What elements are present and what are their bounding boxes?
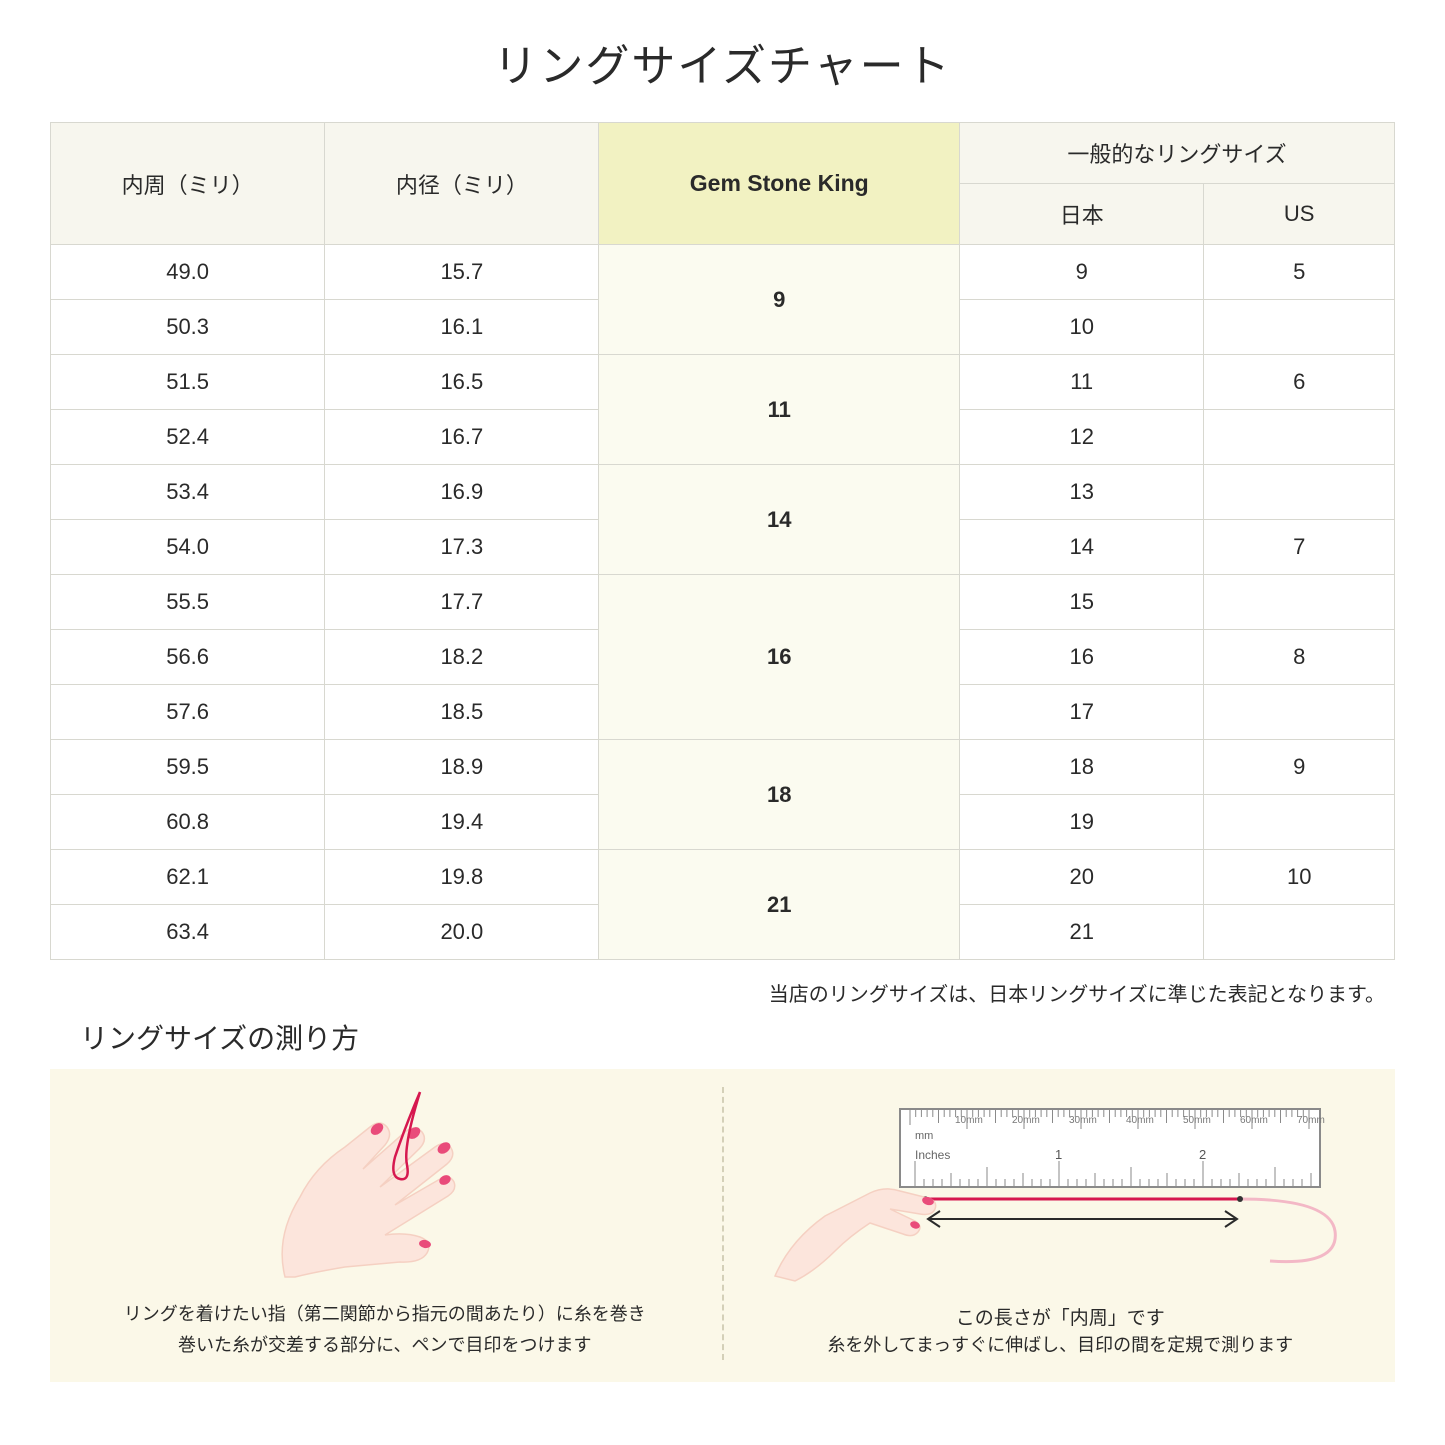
cell-japan: 11 — [960, 355, 1204, 410]
table-row: 62.119.8212010 — [51, 850, 1395, 905]
cell-diameter: 16.1 — [325, 300, 599, 355]
ruler-mm-tick-label: 40mm — [1126, 1115, 1154, 1126]
cell-gsk: 9 — [599, 245, 960, 355]
header-us: US — [1204, 184, 1395, 245]
cell-us: 7 — [1204, 520, 1395, 575]
cell-japan: 14 — [960, 520, 1204, 575]
ruler-inch-tick-label: 2 — [1199, 1147, 1206, 1162]
cell-us — [1204, 795, 1395, 850]
page-title: リングサイズチャート — [50, 30, 1395, 94]
ruler-mm-tick-label: 50mm — [1183, 1115, 1211, 1126]
cell-circumference: 63.4 — [51, 905, 325, 960]
cell-circumference: 56.6 — [51, 630, 325, 685]
cell-us — [1204, 685, 1395, 740]
cell-circumference: 57.6 — [51, 685, 325, 740]
ruler-mm-tick-label: 20mm — [1012, 1115, 1040, 1126]
cell-us — [1204, 905, 1395, 960]
cell-circumference: 60.8 — [51, 795, 325, 850]
cell-japan: 13 — [960, 465, 1204, 520]
cell-us: 8 — [1204, 630, 1395, 685]
ruler-with-hand-icon: mm 10mm 20mm 30mm 40mm 50mm 60mm 70mm Inches 1… — [770, 1101, 1350, 1291]
cell-japan: 17 — [960, 685, 1204, 740]
cell-japan: 20 — [960, 850, 1204, 905]
cell-diameter: 15.7 — [325, 245, 599, 300]
ruler-inch-label: Inches — [915, 1148, 950, 1162]
cell-japan: 21 — [960, 905, 1204, 960]
cell-japan: 10 — [960, 300, 1204, 355]
cell-circumference: 59.5 — [51, 740, 325, 795]
cell-diameter: 16.9 — [325, 465, 599, 520]
cell-diameter: 17.7 — [325, 575, 599, 630]
ruler-mm-label: mm — [915, 1130, 933, 1142]
table-row: 51.516.511116 — [51, 355, 1395, 410]
cell-diameter: 20.0 — [325, 905, 599, 960]
cell-diameter: 16.7 — [325, 410, 599, 465]
ruler-mm-tick-label: 30mm — [1069, 1115, 1097, 1126]
cell-japan: 15 — [960, 575, 1204, 630]
footnote: 当店のリングサイズは、日本リングサイズに準じた表記となります。 — [50, 978, 1385, 1007]
measure-title: リングサイズの測り方 — [80, 1017, 1395, 1057]
header-circumference: 内周（ミリ） — [51, 123, 325, 245]
table-row: 55.517.71615 — [51, 575, 1395, 630]
cell-circumference: 53.4 — [51, 465, 325, 520]
measure-caption-2: 糸を外してまっすぐに伸ばし、目印の間を定規で測ります — [750, 1330, 1372, 1361]
table-row: 59.518.918189 — [51, 740, 1395, 795]
cell-diameter: 18.5 — [325, 685, 599, 740]
ruler-mm-tick-label: 60mm — [1240, 1115, 1268, 1126]
cell-gsk: 16 — [599, 575, 960, 740]
step-divider — [722, 1087, 724, 1360]
cell-circumference: 55.5 — [51, 575, 325, 630]
arrow-label: この長さが「内周」です — [750, 1303, 1372, 1330]
header-diameter: 内径（ミリ） — [325, 123, 599, 245]
cell-japan: 19 — [960, 795, 1204, 850]
cell-us — [1204, 575, 1395, 630]
cell-circumference: 49.0 — [51, 245, 325, 300]
cell-us: 5 — [1204, 245, 1395, 300]
header-general: 一般的なリングサイズ — [960, 123, 1395, 184]
cell-diameter: 16.5 — [325, 355, 599, 410]
hand-with-thread-icon — [205, 1087, 565, 1287]
measure-caption-1: リングを着けたい指（第二関節から指元の間あたり）に糸を巻き巻いた糸が交差する部分… — [74, 1299, 696, 1360]
cell-japan: 18 — [960, 740, 1204, 795]
cell-gsk: 14 — [599, 465, 960, 575]
cell-japan: 16 — [960, 630, 1204, 685]
size-chart-table: 内周（ミリ） 内径（ミリ） Gem Stone King 一般的なリングサイズ … — [50, 122, 1395, 960]
cell-circumference: 54.0 — [51, 520, 325, 575]
measure-section: リングを着けたい指（第二関節から指元の間あたり）に糸を巻き巻いた糸が交差する部分… — [50, 1069, 1395, 1382]
measure-step-1: リングを着けたい指（第二関節から指元の間あたり）に糸を巻き巻いた糸が交差する部分… — [74, 1087, 696, 1360]
cell-diameter: 18.9 — [325, 740, 599, 795]
cell-circumference: 62.1 — [51, 850, 325, 905]
cell-circumference: 52.4 — [51, 410, 325, 465]
header-japan: 日本 — [960, 184, 1204, 245]
cell-gsk: 18 — [599, 740, 960, 850]
cell-us — [1204, 300, 1395, 355]
ruler-mm-tick-label: 70mm — [1297, 1115, 1325, 1126]
cell-us — [1204, 465, 1395, 520]
cell-diameter: 17.3 — [325, 520, 599, 575]
cell-diameter: 18.2 — [325, 630, 599, 685]
cell-us: 6 — [1204, 355, 1395, 410]
cell-circumference: 51.5 — [51, 355, 325, 410]
ruler-inch-tick-label: 1 — [1055, 1147, 1062, 1162]
table-row: 53.416.91413 — [51, 465, 1395, 520]
cell-us: 9 — [1204, 740, 1395, 795]
cell-diameter: 19.8 — [325, 850, 599, 905]
ruler-mm-tick-label: 10mm — [955, 1115, 983, 1126]
cell-us — [1204, 410, 1395, 465]
cell-gsk: 11 — [599, 355, 960, 465]
cell-gsk: 21 — [599, 850, 960, 960]
cell-japan: 9 — [960, 245, 1204, 300]
measure-step-2: mm 10mm 20mm 30mm 40mm 50mm 60mm 70mm Inches 1… — [750, 1087, 1372, 1360]
header-gsk: Gem Stone King — [599, 123, 960, 245]
cell-us: 10 — [1204, 850, 1395, 905]
cell-japan: 12 — [960, 410, 1204, 465]
table-row: 49.015.7995 — [51, 245, 1395, 300]
cell-circumference: 50.3 — [51, 300, 325, 355]
cell-diameter: 19.4 — [325, 795, 599, 850]
